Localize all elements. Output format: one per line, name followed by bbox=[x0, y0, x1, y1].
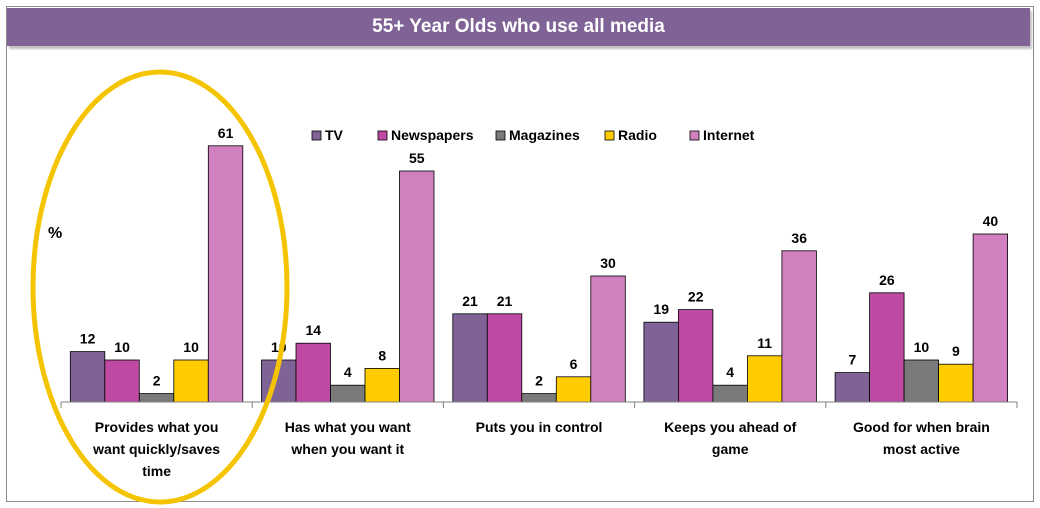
y-axis-label: % bbox=[48, 225, 62, 242]
bar bbox=[590, 275, 626, 403]
bar bbox=[364, 367, 400, 403]
bar bbox=[781, 250, 817, 403]
legend-label: TV bbox=[325, 127, 344, 143]
data-label: 10 bbox=[114, 339, 130, 355]
legend-label: Magazines bbox=[509, 127, 580, 143]
legend-label: Newspapers bbox=[391, 127, 474, 143]
bar bbox=[555, 376, 592, 403]
bar bbox=[69, 351, 106, 403]
bar bbox=[399, 170, 435, 403]
highlight-ellipse bbox=[30, 69, 290, 505]
data-label: 2 bbox=[153, 373, 161, 389]
x-tick-label: Has what you want when you want it bbox=[285, 419, 411, 457]
x-axis-tick-labels: Provides what you want quickly/saves time H… bbox=[92, 419, 990, 479]
bar bbox=[747, 355, 783, 403]
data-label: 10 bbox=[183, 339, 199, 355]
bar bbox=[295, 342, 331, 403]
data-label: 12 bbox=[80, 331, 96, 347]
x-tick-label: Good for when brain most active bbox=[853, 419, 990, 457]
x-tick-label: Keeps you ahead of game bbox=[664, 419, 797, 457]
legend-swatch bbox=[495, 130, 506, 141]
bar bbox=[138, 393, 175, 403]
data-label: 21 bbox=[497, 293, 513, 309]
data-label: 11 bbox=[757, 335, 772, 351]
bar bbox=[834, 372, 870, 403]
legend-swatch bbox=[604, 130, 615, 141]
bar-group bbox=[69, 145, 1008, 403]
legend-label: Radio bbox=[618, 127, 657, 143]
x-axis-ticks bbox=[60, 402, 1018, 408]
chart-legend: TV Newspapers Magazines Radio Internet bbox=[311, 127, 755, 143]
bar bbox=[869, 292, 905, 403]
bar bbox=[972, 233, 1008, 403]
data-label: 30 bbox=[600, 255, 616, 271]
bar bbox=[678, 309, 714, 403]
data-label: 61 bbox=[218, 125, 234, 141]
bar bbox=[938, 363, 974, 403]
bar bbox=[452, 313, 488, 403]
bar bbox=[486, 313, 523, 403]
data-label: 22 bbox=[688, 289, 704, 305]
chart-frame bbox=[6, 6, 1034, 502]
bar bbox=[104, 359, 140, 403]
data-label: 26 bbox=[879, 272, 895, 288]
data-label: 10 bbox=[914, 339, 930, 355]
bar bbox=[712, 384, 748, 403]
x-tick-label: Provides what you want quickly/saves time bbox=[92, 419, 220, 479]
data-label: 4 bbox=[344, 364, 352, 380]
data-label: 40 bbox=[983, 213, 999, 229]
bar bbox=[330, 384, 366, 403]
data-label: 14 bbox=[306, 322, 322, 338]
legend-swatch bbox=[311, 130, 322, 141]
chart-title: 55+ Year Olds who use all media bbox=[7, 8, 1030, 46]
bar bbox=[903, 359, 939, 403]
data-label: 55 bbox=[409, 150, 425, 166]
data-label: 7 bbox=[849, 352, 857, 368]
bar bbox=[521, 393, 557, 403]
data-label: 2 bbox=[535, 373, 543, 389]
data-label: 21 bbox=[462, 293, 478, 309]
legend-label: Internet bbox=[703, 127, 755, 143]
data-label: 36 bbox=[791, 230, 807, 246]
data-label: 6 bbox=[570, 356, 578, 372]
bar bbox=[173, 359, 209, 403]
data-label: 4 bbox=[726, 364, 734, 380]
data-label: 8 bbox=[378, 347, 386, 363]
data-label: 19 bbox=[653, 301, 669, 317]
data-label: 9 bbox=[952, 343, 960, 359]
x-tick-label: Puts you in control bbox=[476, 419, 603, 435]
bar bbox=[207, 145, 244, 403]
legend-swatch bbox=[689, 130, 700, 141]
bar bbox=[643, 321, 679, 403]
legend-swatch bbox=[377, 130, 388, 141]
